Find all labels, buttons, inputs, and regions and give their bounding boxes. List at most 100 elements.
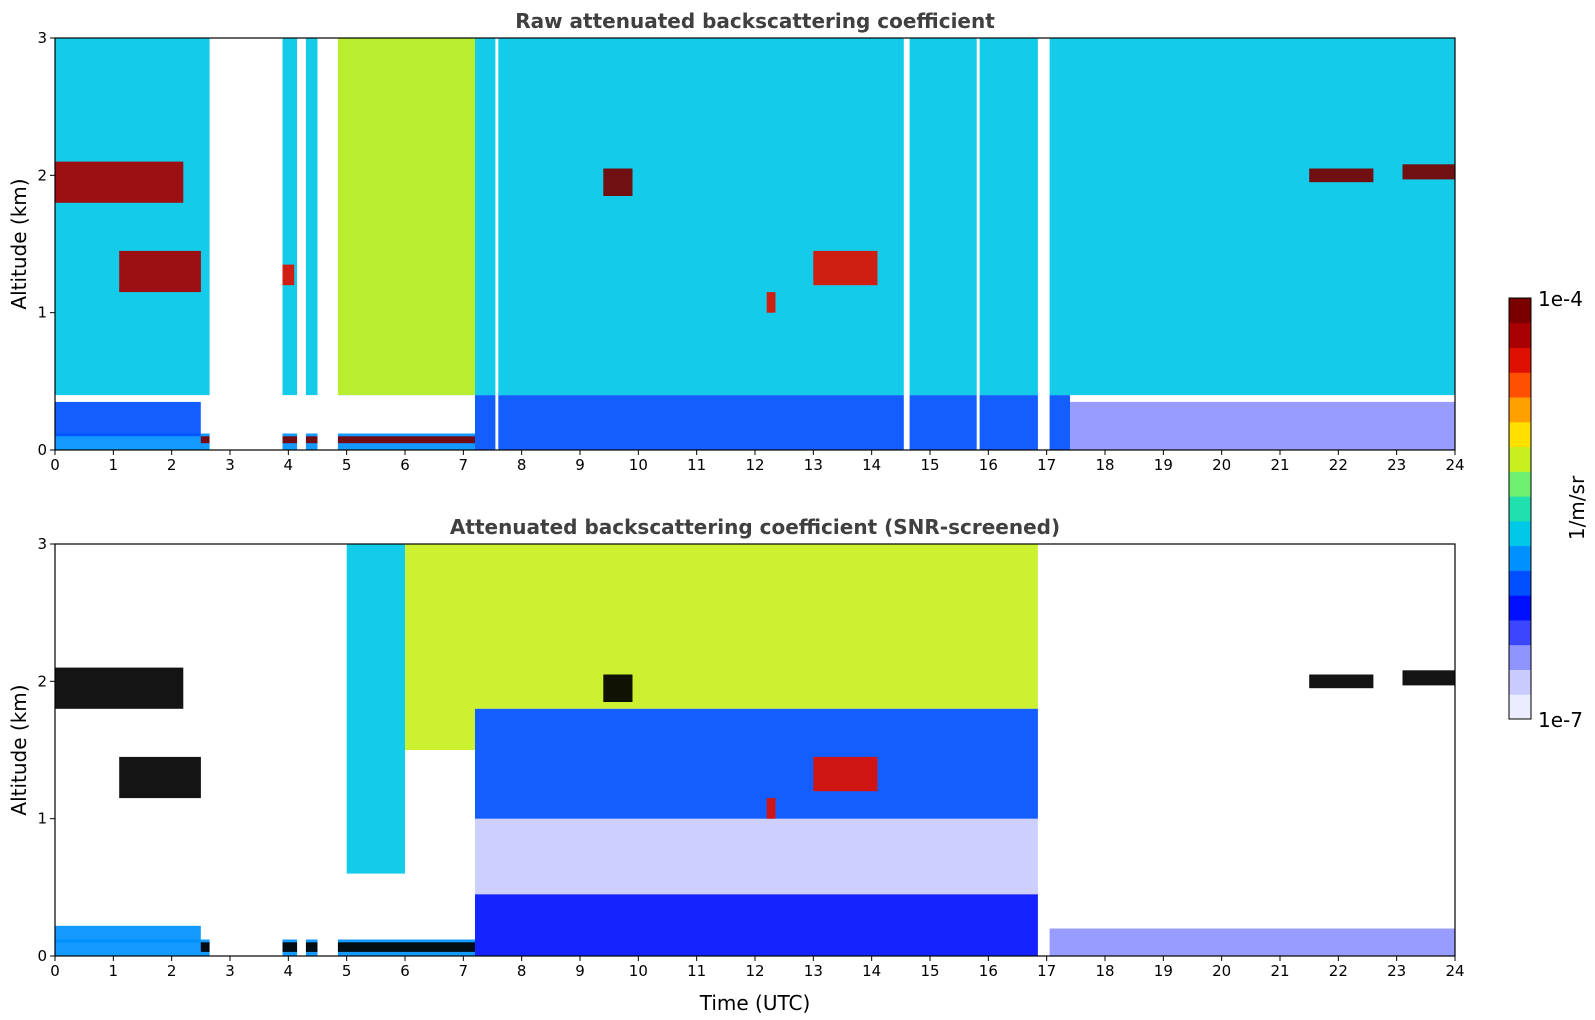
x-axis-label: Time (UTC) — [699, 991, 811, 1015]
x-tick-label: 13 — [804, 962, 823, 980]
screened-y-axis: 0 1 2 3 — [37, 535, 55, 965]
y-tick-label: 0 — [37, 947, 47, 965]
x-tick-label: 12 — [745, 456, 764, 474]
data-gap — [903, 38, 910, 450]
colorbar-step — [1509, 298, 1531, 324]
data-gap — [209, 38, 283, 450]
colorbar-step — [1509, 471, 1531, 497]
x-tick-label: 5 — [342, 456, 352, 474]
x-tick-label: 22 — [1329, 456, 1348, 474]
colorbar-step — [1509, 496, 1531, 522]
x-tick-label: 11 — [687, 962, 706, 980]
x-tick-label: 18 — [1095, 962, 1114, 980]
colorbar-step — [1509, 397, 1531, 423]
raw-heatmap — [55, 38, 1455, 450]
y-tick-label: 3 — [37, 29, 47, 47]
data-gap — [495, 38, 499, 450]
raw-panel-title: Raw attenuated backscattering coefficien… — [515, 9, 995, 33]
x-tick-label: 1 — [109, 456, 119, 474]
heatmap-region — [766, 798, 776, 819]
y-tick-label: 3 — [37, 535, 47, 553]
x-tick-label: 18 — [1095, 456, 1114, 474]
y-tick-label: 0 — [37, 441, 47, 459]
heatmap-region — [55, 38, 1455, 396]
screened-panel-title: Attenuated backscattering coefficient (S… — [450, 515, 1060, 539]
colorbar-step — [1509, 520, 1531, 547]
data-gap — [317, 38, 338, 450]
heatmap-region — [813, 250, 878, 286]
colorbar-step — [1509, 694, 1531, 720]
raw-y-axis: 0 1 2 3 — [37, 29, 55, 459]
heatmap-region — [603, 168, 633, 196]
heatmap-region — [475, 395, 1070, 450]
data-gap — [1037, 38, 1050, 450]
colorbar-step — [1509, 644, 1531, 670]
x-tick-label: 19 — [1154, 456, 1173, 474]
colorbar-gradient — [1509, 298, 1531, 720]
colorbar-step — [1509, 372, 1531, 398]
colorbar-step — [1509, 570, 1531, 596]
x-tick-label: 8 — [517, 456, 527, 474]
y-tick-label: 2 — [37, 672, 47, 690]
data-gap — [317, 544, 338, 956]
x-tick-label: 9 — [575, 962, 585, 980]
heatmap-region — [55, 667, 184, 709]
x-tick-label: 14 — [862, 962, 881, 980]
heatmap-region — [405, 544, 475, 750]
x-tick-label: 9 — [575, 456, 585, 474]
x-tick-label: 6 — [400, 962, 410, 980]
x-tick-label: 5 — [342, 962, 352, 980]
colorbar-step — [1509, 347, 1531, 373]
heatmap-region — [119, 756, 201, 799]
heatmap-region — [1070, 401, 1455, 450]
x-tick-label: 4 — [284, 456, 294, 474]
heatmap-region — [1402, 164, 1455, 180]
heatmap-region — [200, 436, 476, 444]
x-tick-label: 7 — [459, 456, 469, 474]
heatmap-region — [1046, 928, 1455, 956]
screened-heatmap — [55, 544, 1455, 956]
x-tick-label: 17 — [1037, 962, 1056, 980]
x-tick-label: 19 — [1154, 962, 1173, 980]
data-gap — [976, 38, 980, 450]
x-tick-label: 7 — [459, 962, 469, 980]
x-tick-label: 16 — [979, 456, 998, 474]
x-tick-label: 21 — [1270, 456, 1289, 474]
x-tick-label: 17 — [1037, 456, 1056, 474]
heatmap-region — [813, 756, 878, 792]
colorbar-step — [1509, 545, 1531, 571]
x-tick-label: 8 — [517, 962, 527, 980]
heatmap-region — [335, 38, 475, 396]
heatmap-region — [766, 292, 776, 313]
x-tick-label: 23 — [1387, 456, 1406, 474]
colorbar-step — [1509, 421, 1531, 448]
y-tick-label: 1 — [37, 304, 47, 322]
heatmap-region — [200, 942, 476, 952]
colorbar-unit-label: 1/m/sr — [1565, 475, 1589, 540]
data-gap — [297, 544, 306, 956]
heatmap-region — [282, 264, 295, 286]
heatmap-region — [55, 401, 201, 437]
heatmap-region — [475, 818, 1047, 895]
x-tick-label: 13 — [804, 456, 823, 474]
x-tick-label: 11 — [687, 456, 706, 474]
x-tick-label: 3 — [225, 456, 235, 474]
x-tick-label: 2 — [167, 962, 177, 980]
data-gap — [1037, 544, 1050, 956]
raw-backscatter-panel: Raw attenuated backscattering coefficien… — [7, 9, 1465, 474]
y-tick-label: 2 — [37, 166, 47, 184]
heatmap-region — [346, 544, 405, 874]
x-tick-label: 10 — [629, 456, 648, 474]
screened-x-axis: 0 1 2 3 4 5 6 7 8 9 10 11 12 13 14 15 16 17 18 19 20 21 22 23 24 — [50, 956, 1465, 980]
x-tick-label: 24 — [1445, 456, 1464, 474]
x-tick-label: 14 — [862, 456, 881, 474]
colorbar-step — [1509, 595, 1531, 621]
x-tick-label: 16 — [979, 962, 998, 980]
heatmap-region — [475, 708, 1047, 819]
colorbar: 1e-4 1e-7 1/m/sr — [1508, 287, 1589, 732]
screened-backscatter-panel: Attenuated backscattering coefficient (S… — [7, 515, 1465, 1015]
data-gap — [209, 544, 283, 956]
x-tick-label: 2 — [167, 456, 177, 474]
y-tick-label: 1 — [37, 810, 47, 828]
heatmap-region — [55, 161, 184, 203]
